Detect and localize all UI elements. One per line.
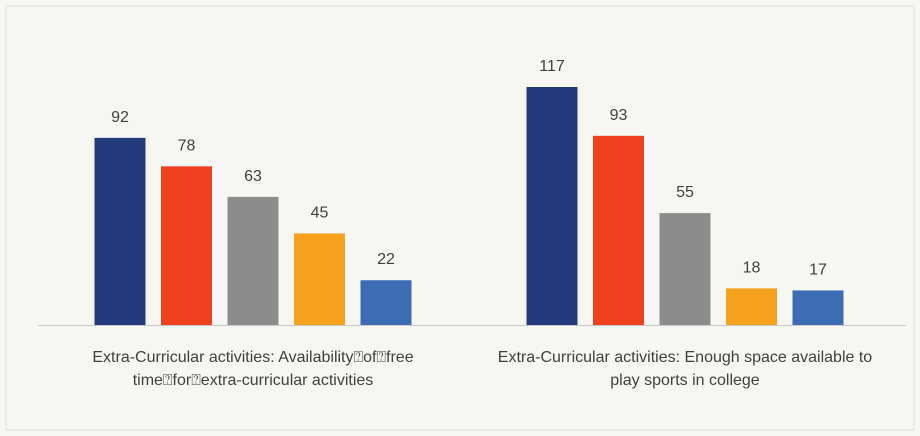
data-label: 55 [676, 184, 694, 201]
x-tick-label: Extra-Curricular activities: Availabilit… [92, 349, 414, 389]
data-label: 92 [111, 109, 129, 126]
bar [294, 233, 345, 325]
bar [593, 135, 644, 325]
data-label: 93 [610, 107, 628, 124]
data-label: 22 [377, 251, 395, 268]
x-tick-label: Extra-Curricular activities: Enough spac… [497, 349, 873, 389]
bar [726, 288, 777, 325]
data-label: 63 [244, 168, 262, 185]
data-label: 117 [539, 58, 565, 75]
bar [227, 196, 279, 325]
bar [792, 290, 844, 325]
data-label: 45 [311, 204, 329, 221]
data-label: 17 [809, 261, 827, 278]
bar [659, 213, 711, 325]
bar [94, 137, 146, 325]
chart-border [5, 5, 915, 431]
data-label: 78 [178, 137, 196, 154]
bar [526, 87, 578, 325]
bar [360, 280, 412, 325]
bar [161, 166, 212, 325]
data-label: 18 [743, 259, 761, 276]
